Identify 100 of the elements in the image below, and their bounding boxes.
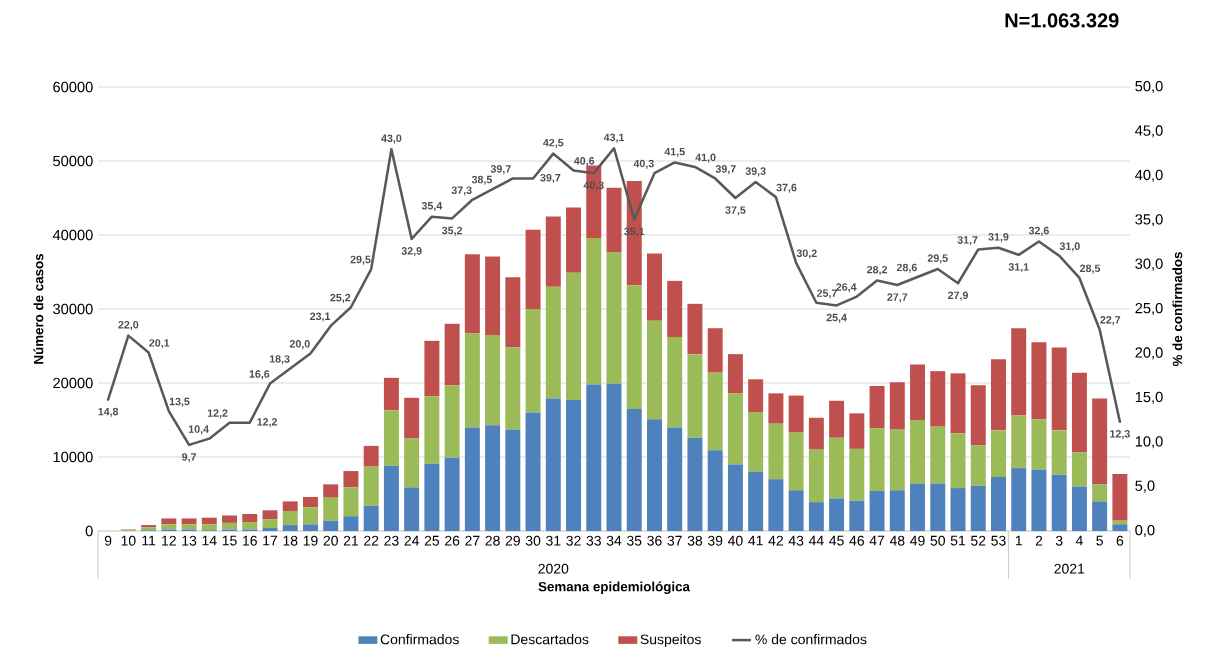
bar [606, 252, 622, 384]
bar [646, 320, 662, 420]
data-label: 27,9 [948, 291, 968, 301]
x-tick-label: 29 [505, 535, 520, 546]
bar [343, 487, 359, 517]
x-tick-label: 43 [788, 535, 804, 546]
data-label: 22,7 [1100, 316, 1121, 326]
bar [788, 395, 804, 433]
bar [222, 522, 238, 530]
bar [869, 385, 885, 429]
data-label: 43,1 [603, 133, 625, 143]
x-tick-label: 17 [263, 535, 278, 546]
data-label: 37,3 [451, 186, 472, 196]
bar [788, 432, 804, 491]
bar [242, 513, 258, 523]
bar [808, 449, 824, 503]
data-label: 20,1 [149, 339, 170, 349]
bar [1092, 501, 1108, 531]
bar [1092, 484, 1108, 502]
data-label: 20,0 [289, 340, 310, 350]
y-tick-label: 60000 [53, 81, 93, 93]
bar [485, 425, 501, 531]
bar [950, 433, 966, 489]
bar [646, 419, 662, 531]
x-tick-label: 3 [1055, 535, 1063, 546]
data-label: 31,7 [957, 236, 978, 246]
bar [889, 382, 905, 430]
x-tick-label: 6 [1116, 535, 1124, 546]
bar [464, 254, 480, 334]
data-label: 26,4 [836, 283, 857, 293]
data-label: 31,1 [1008, 263, 1029, 273]
x-tick-label: 1 [1015, 535, 1022, 546]
y-tick-label: 20000 [53, 377, 93, 389]
x-tick-label: 52 [971, 535, 986, 546]
legend-label: Suspeitos [640, 634, 701, 648]
bar [1071, 372, 1087, 453]
y2-tick-label: 5,0 [1135, 480, 1155, 493]
bar [1011, 468, 1027, 531]
data-label: 32,9 [401, 247, 422, 257]
bar [262, 528, 278, 531]
bar [505, 347, 521, 430]
bar [242, 522, 258, 530]
x-tick-label: 15 [222, 535, 237, 546]
x-tick-label: 5 [1096, 535, 1103, 546]
data-label: 42,5 [543, 138, 564, 149]
bar [646, 253, 662, 321]
data-label: 27,7 [887, 293, 908, 303]
data-label: 28,6 [896, 263, 917, 273]
x-tick-label: 46 [849, 535, 864, 546]
bar [1011, 415, 1027, 469]
x-tick-label: 37 [667, 535, 682, 546]
data-label: 12,2 [207, 409, 228, 419]
bar [748, 412, 764, 472]
x-tick-label: 49 [910, 535, 925, 546]
x-tick-label: 24 [404, 535, 420, 546]
bar [323, 520, 339, 531]
bar [606, 383, 622, 531]
data-label: 38,5 [471, 175, 493, 185]
bar [505, 277, 521, 348]
bar [525, 412, 541, 531]
x-tick-label: 50 [930, 535, 945, 546]
y2-axis-title: % de confirmados [1172, 252, 1183, 367]
bar [889, 429, 905, 491]
data-label: 13,5 [169, 397, 190, 407]
x-tick-label: 42 [768, 535, 783, 546]
bar [586, 384, 602, 531]
bar [566, 400, 582, 531]
y2-tick-label: 30,0 [1135, 258, 1163, 271]
bar [282, 525, 298, 531]
bar [181, 524, 197, 530]
bar [687, 354, 703, 438]
bar [343, 516, 359, 531]
bar [808, 502, 824, 531]
bar [970, 385, 986, 446]
y2-tick-label: 25,0 [1135, 302, 1163, 316]
bar [606, 187, 622, 253]
x-tick-label: 36 [647, 535, 662, 546]
x-tick-label: 34 [606, 535, 622, 546]
x-tick-label: 21 [343, 535, 359, 546]
bar [282, 501, 298, 512]
bar [464, 333, 480, 428]
bar [383, 410, 399, 466]
y-tick-label: 50000 [53, 155, 93, 167]
bar [990, 430, 1006, 477]
bar [201, 517, 217, 525]
x-tick-label: 19 [303, 535, 318, 546]
bar [626, 285, 642, 409]
bar [343, 471, 359, 488]
y2-tick-label: 15,0 [1135, 391, 1163, 404]
x-tick-label: 44 [808, 535, 824, 546]
bar [930, 371, 946, 427]
bar [869, 491, 885, 531]
bar [525, 309, 541, 413]
bar [667, 337, 683, 428]
bar [1071, 452, 1087, 487]
bar [586, 237, 602, 385]
y-tick-label: 40000 [52, 229, 93, 241]
data-label: 30,2 [796, 249, 817, 259]
bar [990, 476, 1006, 531]
bar [302, 507, 318, 525]
